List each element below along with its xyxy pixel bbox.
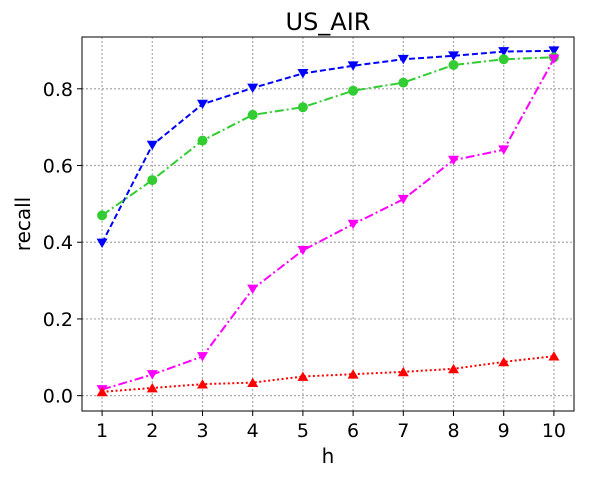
y-tick-label: 0.4 xyxy=(43,232,73,254)
series-line xyxy=(102,59,554,390)
x-axis-label: h xyxy=(322,444,335,468)
y-tick-label: 0.0 xyxy=(43,386,73,408)
grid-lines xyxy=(82,37,574,411)
series-2-point xyxy=(197,136,207,146)
x-tick-label: 3 xyxy=(196,420,208,442)
x-tick-label: 10 xyxy=(542,420,566,442)
series-3-point xyxy=(448,156,459,165)
series-4 xyxy=(97,351,560,396)
series-1-point xyxy=(197,100,208,109)
x-tick-label: 4 xyxy=(247,420,259,442)
series-3-point xyxy=(147,370,158,379)
series-line xyxy=(102,51,554,243)
series-4-point xyxy=(548,351,559,360)
series-1 xyxy=(97,46,560,248)
series-3-point xyxy=(398,195,409,204)
x-tick-label: 8 xyxy=(447,420,459,442)
series-2-point xyxy=(298,102,308,112)
series-2-point xyxy=(348,86,358,96)
series-3-point xyxy=(297,246,308,255)
x-tick-label: 1 xyxy=(96,420,108,442)
series-3 xyxy=(97,54,560,394)
series-2-point xyxy=(248,110,258,120)
series-3-point xyxy=(348,220,359,229)
x-tick-label: 9 xyxy=(498,420,510,442)
series-1-point xyxy=(97,239,108,248)
x-tick-label: 5 xyxy=(297,420,309,442)
plot-frame xyxy=(82,37,574,411)
series-3-point xyxy=(247,285,258,294)
series-1-point xyxy=(398,55,409,64)
y-tick-label: 0.6 xyxy=(43,156,73,178)
series-2-point xyxy=(97,210,107,220)
y-tick-label: 0.2 xyxy=(43,309,73,331)
x-axis-ticks: 1 2 3 4 5 6 7 8 9 10 xyxy=(96,411,566,442)
series-2-point xyxy=(147,175,157,185)
chart-title: US_AIR xyxy=(286,8,371,36)
series-2-point xyxy=(449,60,459,70)
series-3-point xyxy=(197,352,208,361)
series-1-point xyxy=(247,84,258,93)
series-2 xyxy=(97,52,559,220)
y-axis-ticks: 0.0 0.2 0.4 0.6 0.8 xyxy=(43,79,82,408)
series-line xyxy=(102,57,554,215)
series-1-point xyxy=(147,141,158,150)
series-layer xyxy=(97,46,560,396)
y-axis-label: recall xyxy=(11,197,35,251)
x-tick-label: 7 xyxy=(397,420,409,442)
series-2-point xyxy=(499,54,509,64)
series-line xyxy=(102,356,554,392)
x-tick-label: 2 xyxy=(146,420,158,442)
series-2-point xyxy=(398,78,408,88)
y-tick-label: 0.8 xyxy=(43,79,73,101)
series-4-point xyxy=(297,372,308,381)
x-tick-label: 6 xyxy=(347,420,359,442)
